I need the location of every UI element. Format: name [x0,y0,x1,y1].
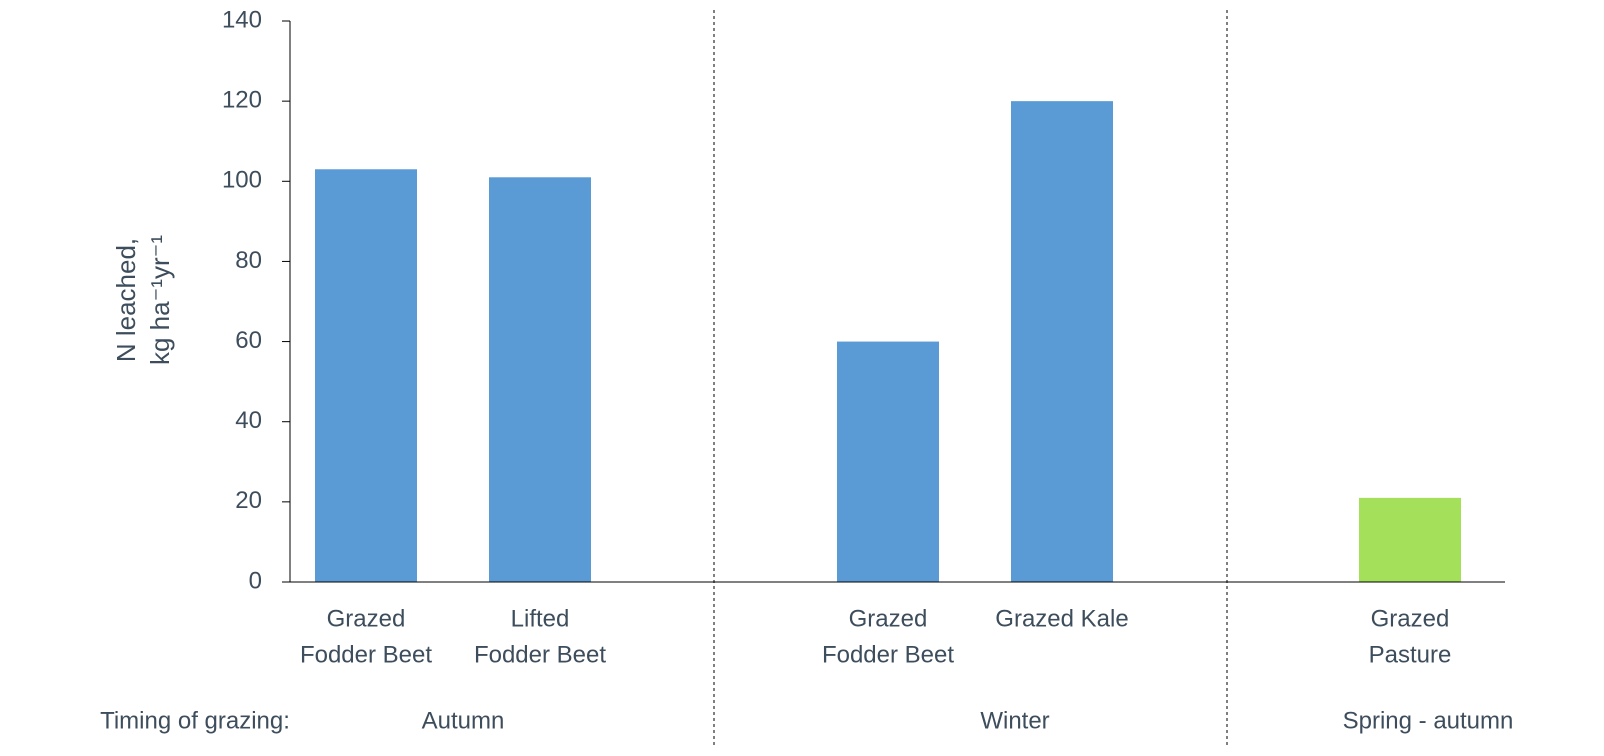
y-tick-label: 80 [235,247,262,274]
y-tick-label: 100 [222,167,262,194]
x-tick-label: Grazed [327,605,406,632]
bar [1359,497,1461,582]
x-tick-label: Fodder Beet [822,641,954,668]
y-tick-label: 140 [222,6,262,33]
group-label: Autumn [422,707,505,734]
bar [837,341,939,582]
group-title: Timing of grazing: [100,707,290,734]
group-label: Winter [980,707,1049,734]
group-label: Spring - autumn [1343,707,1514,734]
y-tick-label: 20 [235,487,262,514]
y-tick-label: 40 [235,407,262,434]
x-tick-label: Grazed [849,605,928,632]
x-tick-label: Grazed [1371,605,1450,632]
y-axis-label: N leached, [111,238,141,362]
x-tick-label: Lifted [511,605,570,632]
x-tick-label: Fodder Beet [474,641,606,668]
y-tick-label: 120 [222,86,262,113]
bar [1011,101,1113,583]
y-axis-label: kg ha⁻¹yr⁻¹ [145,235,175,365]
bar [489,177,591,582]
y-tick-label: 60 [235,327,262,354]
bar [315,169,417,582]
x-tick-label: Fodder Beet [300,641,432,668]
x-tick-label: Grazed Kale [995,605,1128,632]
y-tick-label: 0 [249,567,262,594]
x-tick-label: Pasture [1369,641,1452,668]
